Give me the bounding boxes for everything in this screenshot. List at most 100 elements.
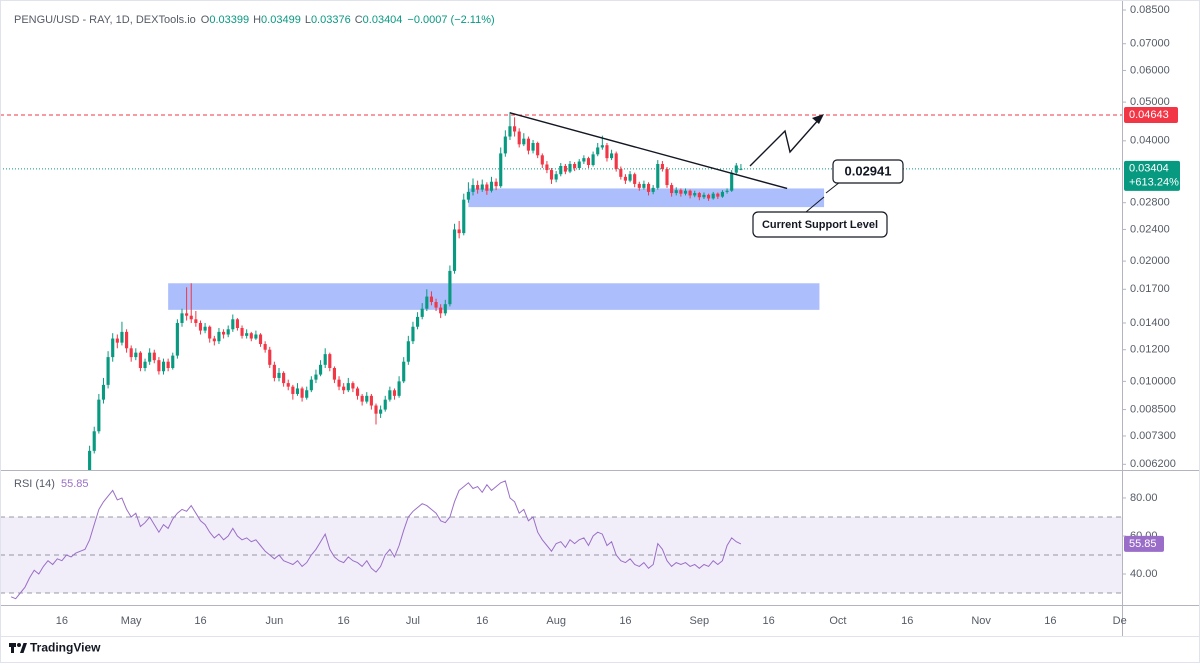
x-tick-label: Sep (690, 615, 710, 627)
y-tick-label: 0.007300 (1130, 430, 1176, 442)
candle-body (291, 386, 295, 394)
candle-body (739, 168, 743, 170)
candle-body (499, 153, 503, 187)
rsi-title: RSI (14) (14, 478, 55, 490)
support-callout: Current Support Level (762, 219, 878, 231)
candle-body (522, 138, 526, 145)
candle-body (439, 307, 443, 314)
candle-body (208, 326, 212, 339)
x-tick-label: Aug (546, 615, 566, 627)
price-pane (0, 112, 1122, 470)
candle-body (300, 388, 304, 398)
candle-body (549, 170, 554, 180)
candle-body (254, 334, 258, 339)
candle-body (258, 334, 263, 345)
candle-body (605, 145, 609, 159)
resistance-label: 0.04643 (1129, 109, 1169, 121)
candle-body (286, 383, 290, 387)
candle-body (402, 361, 406, 382)
candle-body (263, 344, 267, 350)
x-tick-label: 16 (901, 615, 913, 627)
y-tick-label: 0.01400 (1130, 317, 1170, 329)
support-zone (468, 188, 825, 208)
x-tick-label: 16 (763, 615, 775, 627)
x-tick-label: 16 (619, 615, 631, 627)
legend-field: C (355, 14, 363, 26)
candle-body (688, 190, 692, 196)
candle-body (596, 147, 600, 155)
candle-body (660, 163, 664, 170)
candle-body (369, 395, 373, 406)
y-tick-label: 80.00 (1130, 492, 1158, 504)
projection-arrow (749, 117, 821, 167)
y-tick-label: 0.02000 (1130, 255, 1170, 267)
candle-body (124, 331, 129, 349)
candle-body (711, 193, 715, 199)
candle-body (166, 361, 170, 369)
candle-body (577, 161, 581, 169)
candle-body (92, 431, 96, 451)
candle-body (734, 165, 738, 173)
candle-body (656, 163, 660, 188)
total-change-label: +613.24% (1129, 177, 1179, 189)
candle-body (157, 360, 161, 372)
candle-body (623, 176, 628, 181)
candle-body (101, 384, 106, 400)
candle-body (277, 372, 281, 378)
y-tick-label: 0.05000 (1130, 96, 1170, 108)
rsi-value-label: 55.85 (1129, 538, 1157, 550)
trendline (509, 112, 788, 190)
candle-body (725, 190, 729, 192)
candle-body (476, 185, 480, 190)
legend-change: −0.0007 (−2.11%) (407, 14, 494, 26)
y-tick-label: 0.010000 (1130, 375, 1176, 387)
candle-body (88, 450, 92, 470)
candle-body (217, 331, 221, 342)
candle-body (429, 296, 434, 302)
x-tick-label: 16 (476, 615, 488, 627)
legend-value: 0.03404 (363, 14, 403, 26)
candle-body (212, 338, 216, 342)
candle-body (670, 185, 674, 194)
y-tick-label: 0.006200 (1130, 458, 1176, 470)
candle-body (161, 361, 166, 372)
brand-logo (9, 643, 27, 653)
candle-body (138, 352, 142, 369)
candle-body (531, 143, 535, 151)
candle-body (245, 333, 249, 336)
candle-body (716, 193, 720, 197)
arrow-head (812, 114, 824, 124)
candle-body (180, 313, 184, 323)
y-tick-label: 0.01700 (1130, 283, 1170, 295)
candle-body (346, 383, 350, 391)
candle-body (268, 349, 272, 365)
x-tick-label: De (1113, 615, 1127, 627)
candle-body (282, 372, 286, 384)
candle-body (365, 395, 369, 402)
x-tick-label: 16 (194, 615, 206, 627)
candle-body (591, 154, 595, 165)
candle-body (559, 165, 563, 175)
candle-body (295, 388, 300, 394)
candle-body (240, 328, 244, 336)
candle-body (129, 348, 133, 358)
legend-value: 0.03399 (209, 14, 249, 26)
candle-body (707, 194, 711, 199)
rsi-legend: RSI (14) 55.85 (14, 478, 89, 490)
candle-body (600, 145, 604, 148)
candle-body (111, 338, 115, 358)
candle-body (434, 301, 438, 308)
y-tick-label: 0.02400 (1130, 223, 1170, 235)
candle-body (189, 315, 193, 320)
x-tick-label: Oct (829, 615, 846, 627)
rsi-value-box (1124, 535, 1164, 552)
candle-body (526, 138, 531, 151)
candle-body (134, 352, 138, 358)
candle-body (351, 383, 355, 389)
candle-body (540, 155, 544, 165)
candle-body (573, 163, 577, 169)
candle-body (568, 163, 572, 172)
candle-body (513, 126, 517, 132)
resistance-label-box (1124, 106, 1178, 123)
candle-body (342, 386, 346, 391)
